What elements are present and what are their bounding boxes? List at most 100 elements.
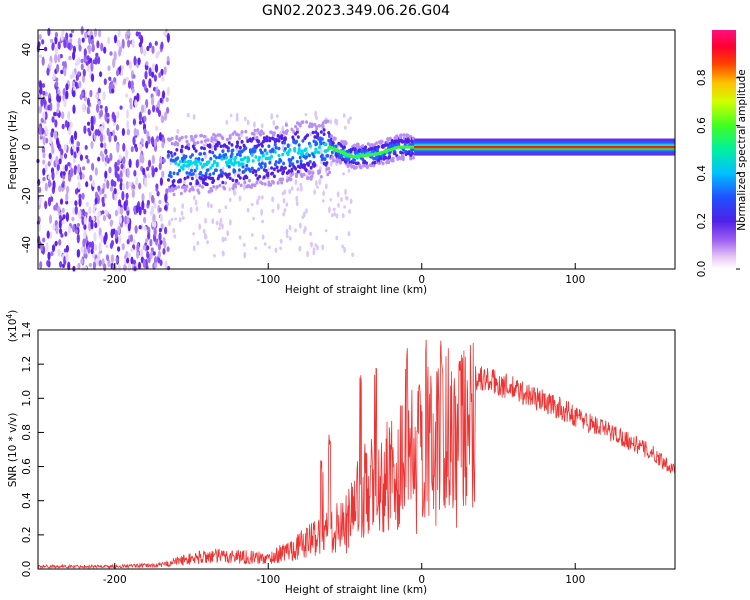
heatmap-cell [313, 150, 317, 155]
heatmap-cell [170, 141, 174, 146]
heatmap-cell [212, 178, 216, 183]
heatmap-cell [299, 159, 303, 163]
heatmap-cell [43, 119, 47, 124]
heatmap-cell [51, 244, 56, 252]
heatmap-cell [183, 160, 187, 164]
heatmap-cell [324, 229, 328, 233]
heatmap-cell [109, 152, 113, 162]
heatmap-cell [166, 106, 170, 114]
heatmap-cell [191, 138, 195, 142]
heatmap-cell [326, 148, 330, 152]
heatmap-cell [245, 136, 249, 140]
heatmap-cell [97, 128, 101, 137]
heatmap-cell [122, 142, 126, 152]
heatmap-cell [90, 248, 94, 255]
heatmap-cell [129, 103, 133, 110]
heatmap-cell [164, 260, 168, 270]
heatmap-cell [118, 215, 123, 224]
heatmap-cell [62, 214, 66, 220]
heatmap-cell [227, 141, 231, 145]
heatmap-cell [206, 138, 210, 142]
heatmap-cell [158, 72, 162, 78]
heatmap-cell [146, 166, 150, 171]
heatmap-cell [221, 236, 225, 243]
heatmap-cell [105, 154, 109, 163]
heatmap-cell [330, 155, 334, 159]
heatmap-cell [266, 171, 270, 176]
heatmap-cell [72, 45, 76, 54]
heatmap-cell [329, 119, 332, 125]
heatmap-cell [244, 167, 248, 172]
heatmap-cell [39, 261, 43, 269]
heatmap-cell [50, 130, 54, 138]
heatmap-cell [178, 179, 182, 184]
heatmap-cell [240, 130, 244, 134]
heatmap-cell [68, 55, 72, 61]
heatmap-cell [234, 155, 238, 160]
heatmap-cell [237, 168, 241, 172]
bottom-panel: -200 -100 0 100 0.0 0.2 0.4 0.6 0.8 1.0 1.2 1.4 He… [5, 310, 676, 596]
heatmap-cell [194, 199, 198, 206]
heatmap-cell [244, 146, 248, 151]
heatmap-cell [194, 149, 198, 153]
heatmap-cell [296, 135, 300, 139]
heatmap-cell [125, 149, 129, 159]
heatmap-cell [108, 76, 112, 82]
heatmap-cell [308, 144, 312, 148]
heatmap-cell [145, 238, 149, 243]
heatmap-cell [151, 221, 155, 228]
heatmap-cell [84, 211, 88, 217]
heatmap-cell [259, 133, 263, 137]
heatmap-cell [197, 159, 201, 164]
heatmap-cell [73, 151, 77, 160]
heatmap-cell [151, 96, 155, 106]
heatmap-cell [235, 178, 239, 183]
heatmap-cell [104, 105, 108, 114]
heatmap-cell [401, 157, 405, 161]
heatmap-cell [388, 155, 391, 160]
heatmap-cell [164, 111, 168, 121]
heatmap-cell [80, 63, 84, 71]
heatmap-cell [319, 175, 323, 179]
heatmap-cell [288, 224, 292, 231]
heatmap-cell [233, 130, 237, 134]
heatmap-cell [70, 167, 74, 178]
heatmap-cell [295, 139, 298, 144]
heatmap-cell [351, 252, 354, 257]
heatmap-cell [305, 120, 309, 124]
heatmap-cell [56, 108, 60, 114]
heatmap-cell [113, 114, 117, 123]
heatmap-cell [274, 160, 278, 164]
heatmap-cell [65, 252, 69, 263]
heatmap-cell [138, 182, 142, 190]
colorbar-ticks: 0.0 0.2 0.4 0.6 0.8 [696, 69, 740, 277]
heatmap-cell [236, 144, 239, 148]
heatmap-cell [63, 98, 67, 108]
heatmap-cell [58, 185, 62, 193]
heatmap-cell [116, 69, 120, 77]
heatmap-cell [151, 194, 155, 204]
heatmap-cell [67, 162, 71, 167]
heatmap-cell [57, 54, 61, 63]
heatmap-cell [69, 38, 73, 43]
heatmap-cell [60, 233, 64, 238]
heatmap-cell [309, 165, 313, 170]
heatmap-cell [411, 151, 414, 156]
heatmap-cell [93, 204, 97, 209]
heatmap-cell [306, 133, 309, 137]
heatmap-cell [100, 234, 104, 243]
heatmap-cell [99, 109, 103, 117]
heatmap-cell [127, 39, 131, 48]
heatmap-cell [70, 44, 74, 49]
heatmap-cell [318, 169, 321, 173]
heatmap-cell [61, 123, 65, 130]
heatmap-cell [56, 163, 60, 171]
heatmap-cell [255, 135, 259, 140]
heatmap-cell [93, 231, 97, 242]
heatmap-cell [211, 150, 215, 155]
heatmap-cell [56, 100, 60, 110]
heatmap-cell [153, 74, 157, 82]
heatmap-cell [285, 234, 289, 239]
heatmap-cell [44, 163, 48, 173]
heatmap-cell [67, 42, 71, 50]
